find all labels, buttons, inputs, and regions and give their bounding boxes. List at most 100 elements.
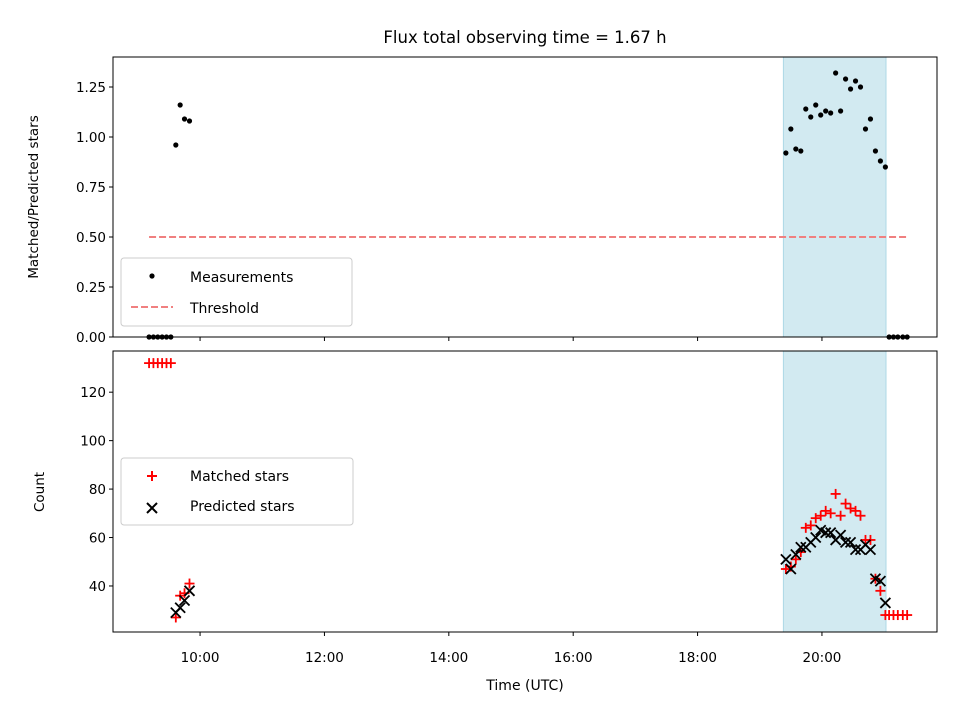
bottom-y-tick-label: 120 — [80, 385, 106, 401]
legend-measurements-marker — [149, 273, 155, 279]
bottom-legend: Matched stars Predicted stars — [120, 457, 354, 526]
bottom-y-tick-label: 60 — [89, 531, 106, 547]
matched-star-point — [815, 510, 826, 521]
predicted-star-point — [810, 531, 822, 544]
matched-star-point — [902, 610, 913, 621]
measurement-point — [808, 114, 814, 120]
measurement-point — [818, 112, 824, 118]
matched-star-point — [805, 520, 816, 531]
bottom-y-axis-label: Count — [32, 472, 48, 512]
predicted-star-point — [874, 575, 887, 587]
top-shaded-region — [782, 56, 887, 338]
measurement-point — [823, 108, 829, 114]
top-y-tick-label: 1.25 — [76, 80, 106, 96]
measurement-point — [181, 116, 188, 122]
matched-star-point — [780, 564, 791, 575]
predicted-star-point — [825, 527, 837, 539]
predicted-star-point — [780, 553, 792, 565]
measurement-point — [847, 86, 854, 92]
matched-star-point — [790, 554, 801, 565]
bottom-y-tick-label: 80 — [89, 482, 106, 498]
bottom-marks — [144, 358, 913, 623]
legend-predicted-label: Predicted stars — [190, 499, 295, 515]
bottom-shaded-region — [782, 350, 887, 633]
matched-star-point — [840, 498, 851, 509]
measurement-point — [852, 78, 859, 84]
x-tick-label: 14:00 — [429, 650, 468, 666]
measurement-point — [862, 126, 869, 132]
matched-star-point — [835, 510, 846, 521]
measurement-point — [872, 148, 879, 154]
top-shaded-span — [782, 56, 887, 338]
matched-star-point — [810, 513, 821, 524]
measurement-point — [186, 118, 193, 124]
bottom-x-axis: 10:00 12:00 14:00 16:00 18:00 20:00 — [181, 632, 841, 666]
x-axis-label: Time (UTC) — [485, 678, 563, 694]
x-tick-label: 12:00 — [305, 650, 344, 666]
bottom-panel: 40 60 80 100 120 10:00 12:00 14:00 16:00 18:00 20… — [32, 350, 938, 694]
bottom-axes-frame — [112, 350, 938, 633]
predicted-star-point — [849, 544, 862, 556]
measurement-point — [793, 146, 799, 152]
top-panel: 0.00 0.25 0.50 0.75 1.00 1.25 Matched/Predict… — [26, 56, 938, 346]
x-tick-label: 16:00 — [554, 650, 593, 666]
top-y-axis-label: Matched/Predicted stars — [26, 115, 42, 278]
matched-star-point — [800, 522, 811, 533]
matched-star-point — [850, 505, 861, 516]
measurement-point — [803, 106, 809, 112]
measurement-point — [828, 110, 834, 116]
legend-threshold-label: Threshold — [189, 301, 259, 317]
top-legend-frame — [120, 257, 353, 327]
measurement-point — [798, 148, 804, 154]
predicted-star-point — [785, 563, 797, 575]
bottom-y-tick-label: 40 — [89, 579, 106, 595]
matched-star-point — [830, 488, 841, 499]
measurement-point — [783, 150, 789, 156]
bottom-legend-frame — [120, 457, 354, 526]
top-y-tick-label: 1.00 — [76, 130, 106, 146]
matched-star-point — [165, 358, 176, 369]
x-tick-label: 20:00 — [802, 650, 841, 666]
predicted-star-point — [844, 536, 857, 549]
measurement-point — [857, 84, 864, 90]
measurement-point — [788, 126, 794, 132]
measurement-point — [842, 76, 849, 82]
predicted-star-point — [879, 597, 892, 609]
top-y-tick-label: 0.00 — [76, 330, 106, 346]
predicted-star-point — [820, 527, 832, 539]
top-axes-frame — [112, 56, 938, 338]
predicted-star-point — [178, 594, 191, 607]
matched-star-point — [875, 585, 886, 596]
top-y-tick-label: 0.25 — [76, 280, 106, 296]
matched-star-point — [170, 612, 181, 623]
legend-predicted-marker — [146, 502, 158, 514]
matched-star-point — [184, 578, 195, 589]
bottom-shaded-span — [782, 350, 887, 633]
x-tick-label: 10:00 — [181, 650, 220, 666]
measurement-point — [173, 142, 179, 148]
predicted-star-point — [864, 544, 877, 556]
top-y-tick-label: 0.75 — [76, 180, 106, 196]
legend-matched-label: Matched stars — [190, 469, 289, 485]
matched-star-point — [825, 508, 836, 519]
predicted-star-point — [174, 602, 186, 614]
matched-star-point — [845, 503, 856, 514]
predicted-star-point — [183, 585, 196, 597]
measurement-point — [867, 116, 874, 122]
measurement-point — [882, 164, 888, 170]
measurement-point — [177, 102, 183, 108]
top-y-axis: 0.00 0.25 0.50 0.75 1.00 1.25 — [76, 80, 113, 346]
predicted-star-point — [839, 536, 852, 549]
legend-measurements-label: Measurements — [190, 270, 293, 286]
top-y-tick-label: 0.50 — [76, 230, 106, 246]
figure-title: Flux total observing time = 1.67 h — [383, 28, 666, 47]
legend-matched-marker — [147, 471, 157, 481]
measurement-point — [833, 70, 839, 76]
x-tick-label: 18:00 — [678, 650, 717, 666]
matched-star-point — [820, 505, 831, 516]
bottom-y-axis: 40 60 80 100 120 — [80, 385, 113, 595]
measurement-point — [813, 102, 819, 108]
top-x-axis — [199, 337, 823, 341]
bottom-y-tick-label: 100 — [80, 434, 106, 450]
